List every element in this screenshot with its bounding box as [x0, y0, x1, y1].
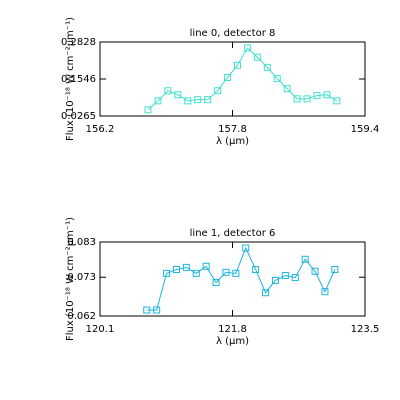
point-marker — [293, 95, 301, 103]
point-marker — [174, 91, 182, 99]
point-marker — [144, 106, 152, 114]
point-marker — [303, 95, 311, 103]
point-marker — [224, 73, 232, 81]
point-marker — [273, 75, 281, 83]
x-tick-label: 123.5 — [351, 324, 380, 335]
y-tick-label: 0.083 — [67, 237, 96, 248]
point-marker — [184, 97, 192, 105]
x-tick-label: 120.1 — [86, 324, 115, 335]
point-marker — [232, 269, 240, 277]
point-marker — [331, 265, 339, 273]
point-marker — [311, 267, 319, 275]
point-marker — [182, 263, 190, 271]
y-tick-label: 0.0265 — [61, 111, 96, 122]
point-marker — [154, 97, 162, 105]
point-marker — [321, 288, 329, 296]
point-marker — [313, 92, 321, 100]
point-marker — [281, 271, 289, 279]
y-axis-label: Flux (10⁻¹⁸ W cm⁻²μm⁻¹) — [65, 17, 76, 141]
point-marker — [253, 53, 261, 61]
x-tick-label: 159.4 — [351, 124, 380, 135]
plot-frame — [99, 41, 366, 117]
point-marker — [271, 276, 279, 284]
point-marker — [243, 44, 251, 52]
point-marker — [283, 85, 291, 93]
point-marker — [202, 262, 210, 270]
point-marker — [291, 274, 299, 282]
point-marker — [323, 91, 331, 99]
plot-frame — [99, 241, 366, 317]
y-tick-label: 0.073 — [67, 272, 96, 283]
y-tick-label: 0.1546 — [61, 74, 96, 85]
point-marker — [233, 61, 241, 69]
point-marker — [153, 306, 161, 314]
point-marker — [172, 265, 180, 273]
point-marker — [301, 255, 309, 263]
x-tick-label: 121.8 — [218, 324, 247, 335]
point-marker — [242, 244, 250, 252]
point-marker — [194, 96, 202, 104]
point-marker — [214, 87, 222, 95]
series-line — [146, 246, 336, 311]
x-axis-label: λ (μm) — [216, 336, 249, 347]
y-axis-label: Flux (10⁻¹⁸ W cm⁻²μm⁻¹) — [65, 217, 76, 341]
point-marker — [263, 63, 271, 71]
point-marker — [163, 269, 171, 277]
chart-title: line 0, detector 8 — [190, 28, 276, 39]
point-marker — [252, 265, 260, 273]
series-line — [147, 47, 338, 111]
x-tick-label: 157.8 — [218, 124, 247, 135]
point-marker — [222, 268, 230, 276]
point-marker — [192, 269, 200, 277]
point-marker — [333, 97, 341, 105]
point-marker — [143, 306, 151, 314]
x-tick-label: 156.2 — [86, 124, 115, 135]
point-marker — [262, 289, 270, 297]
x-axis-label: λ (μm) — [216, 136, 249, 147]
y-tick-label: 0.062 — [67, 311, 96, 322]
point-marker — [204, 96, 212, 104]
chart-title: line 1, detector 6 — [190, 228, 276, 239]
point-marker — [164, 87, 172, 95]
point-marker — [212, 279, 220, 287]
y-tick-label: 0.2828 — [61, 37, 96, 48]
